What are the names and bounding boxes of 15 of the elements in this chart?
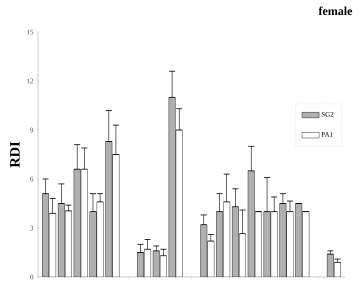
bar <box>216 211 224 277</box>
bar <box>137 252 144 277</box>
bar <box>248 170 255 277</box>
bar <box>105 141 112 277</box>
bar <box>152 250 160 277</box>
bar <box>232 206 239 277</box>
bar <box>58 203 65 277</box>
bar <box>74 168 81 277</box>
chart-title: female <box>318 6 352 16</box>
bar <box>42 193 49 277</box>
bar <box>90 211 96 277</box>
bar <box>279 203 286 277</box>
y-axis-title: RDI <box>10 142 20 168</box>
bar <box>168 97 176 277</box>
bar <box>264 211 271 277</box>
